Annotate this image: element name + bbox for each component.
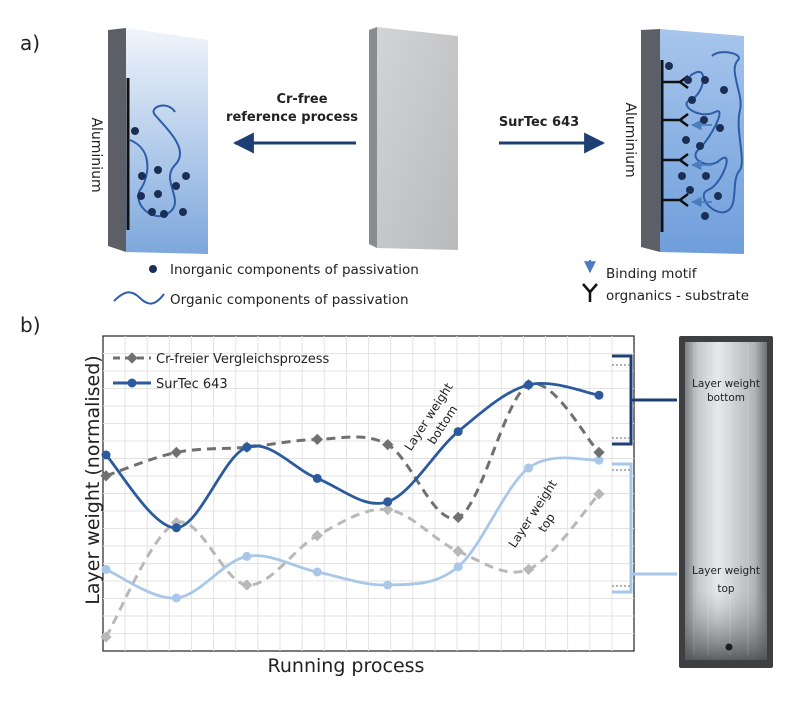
arrow-to-reference: Cr-free reference process: [226, 92, 358, 154]
bottom-weight-bracket: [612, 354, 677, 446]
right-coated-panel: Aluminium: [622, 29, 744, 254]
data-point: [593, 488, 605, 500]
panel-a-legend: Inorganic components of passivation Orga…: [113, 260, 749, 308]
data-point: [242, 551, 252, 561]
series-line-3: [105, 456, 600, 600]
data-point: [311, 433, 323, 446]
mounting-hole: [725, 643, 733, 651]
data-point: [242, 442, 252, 452]
data-point: [101, 450, 111, 460]
left-coated-panel: Aluminium: [88, 28, 208, 254]
data-point: [594, 455, 604, 465]
data-point: [171, 593, 181, 603]
data-point: [524, 380, 534, 390]
legend-binding-label-line1: Binding motif: [606, 266, 698, 282]
right-panel-material-label: Aluminium: [622, 102, 638, 177]
binding-arrows: [690, 119, 712, 208]
sample-panel-photo: Layer weight bottom Layer weight top: [679, 336, 773, 668]
reference-process-label-line1: Cr-free: [276, 92, 327, 107]
data-point: [382, 503, 394, 516]
inorganic-dots-right: [665, 62, 728, 220]
organic-chain: [129, 104, 182, 218]
reference-process-label-line2: reference process: [226, 110, 358, 125]
inorganic-dot-icon: [149, 265, 157, 273]
photo-label-top-line1: Layer weight: [692, 565, 760, 577]
uncoated-aluminium-panel: [369, 27, 458, 250]
chart-legend: Cr-freier Vergleichsprozess SurTec 643: [113, 352, 329, 392]
data-point: [452, 511, 464, 524]
legend-inorganic-label: Inorganic components of passivation: [170, 262, 419, 278]
data-point: [383, 497, 393, 507]
photo-label-bottom-line2: bottom: [707, 392, 745, 404]
layer-weight-chart: Cr-freier Vergleichsprozess SurTec 643 Ru…: [82, 335, 635, 677]
data-point: [311, 529, 323, 542]
legend-marker: [127, 378, 137, 388]
y-axis-label: Layer weight (normalised): [82, 355, 104, 604]
binding-motif-icon: [582, 260, 598, 302]
binding-motifs: [662, 75, 689, 207]
photo-label-top-line2: top: [717, 583, 735, 595]
top-weight-bracket: [612, 462, 677, 594]
inorganic-dots-left: [131, 127, 190, 218]
data-point: [594, 390, 604, 400]
data-point: [453, 427, 463, 437]
data-point: [522, 563, 535, 576]
data-point: [524, 463, 534, 473]
legend-label: Cr-freier Vergleichsprozess: [156, 352, 329, 367]
data-point: [101, 564, 111, 574]
data-point: [171, 523, 181, 533]
legend-binding-label-line2: orgnanics - substrate: [606, 288, 749, 304]
panel-b-label: b): [20, 313, 41, 337]
data-point: [452, 545, 464, 557]
panel-a-label: a): [20, 31, 40, 55]
legend-label: SurTec 643: [156, 377, 228, 392]
data-point: [312, 567, 322, 577]
data-point: [312, 473, 322, 483]
organic-chain: [685, 51, 743, 214]
bracket-dotted-ends: [612, 364, 631, 587]
data-point: [593, 446, 605, 459]
organic-wave-icon: [113, 291, 165, 305]
arrow-to-surtec: SurTec 643: [499, 115, 606, 154]
data-point: [453, 562, 463, 572]
data-point: [170, 446, 183, 459]
data-point: [241, 579, 253, 591]
data-point: [383, 580, 393, 590]
surtec-arrow-label: SurTec 643: [499, 115, 579, 130]
photo-label-bottom-line1: Layer weight: [692, 378, 760, 390]
legend-organic-label: Organic components of passivation: [170, 292, 409, 308]
x-axis-label: Running process: [268, 655, 425, 677]
left-panel-material-label: Aluminium: [88, 117, 104, 192]
data-point: [382, 438, 394, 451]
